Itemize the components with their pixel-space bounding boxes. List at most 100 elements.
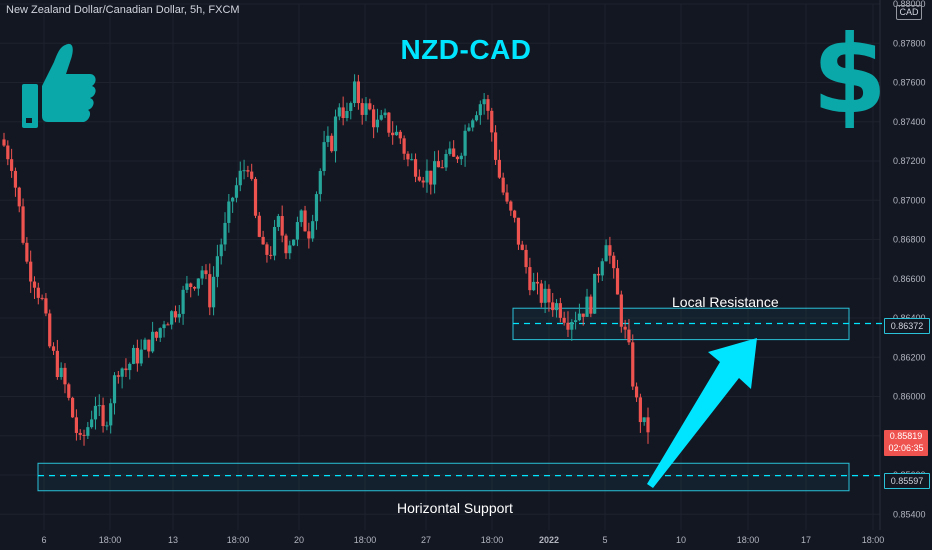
candle-body: [474, 115, 479, 121]
candle-body: [109, 403, 113, 426]
candle-body: [398, 131, 402, 139]
candle-body: [32, 281, 37, 288]
candle-body: [482, 99, 486, 105]
candle-body: [562, 317, 566, 323]
candle-body: [490, 110, 494, 133]
x-tick-label: 18:00: [862, 535, 885, 545]
candle-body: [589, 296, 593, 314]
x-tick-label: 18:00: [99, 535, 122, 545]
candle-body: [604, 245, 608, 262]
candle-body: [303, 210, 307, 232]
y-tick-label: 0.87200: [893, 156, 926, 166]
candle-body: [166, 324, 170, 326]
candle-body: [467, 127, 471, 131]
candle-body: [227, 201, 231, 223]
candle-body: [593, 273, 597, 314]
candle-body: [425, 170, 429, 183]
candle-body: [513, 210, 517, 218]
candle-body: [307, 231, 311, 239]
candle-body: [215, 256, 219, 277]
candle-body: [90, 419, 94, 428]
candle-body: [383, 112, 387, 116]
candle-body: [292, 239, 296, 246]
candle-body: [162, 324, 166, 329]
candle-body: [596, 273, 601, 276]
candle-body: [147, 339, 151, 352]
candle-body: [6, 145, 10, 160]
candle-body: [143, 339, 147, 350]
candle-body: [463, 130, 467, 156]
candle-body: [509, 201, 513, 211]
candle-body: [558, 303, 562, 318]
candle-body: [623, 326, 627, 330]
candle-body: [394, 131, 399, 136]
candle-body: [261, 236, 265, 245]
candle-body: [253, 178, 258, 216]
candle-body: [101, 405, 105, 427]
thumbs-up-icon: [22, 43, 96, 128]
candle-body: [231, 197, 235, 202]
candle-body: [341, 107, 345, 119]
candle-body: [646, 417, 650, 433]
y-tick-label: 0.86600: [893, 274, 926, 284]
candle-body: [532, 281, 536, 291]
candle-body: [600, 261, 604, 276]
candle-body: [318, 171, 322, 195]
candle-body: [67, 384, 71, 398]
local-resistance-label: Local Resistance: [672, 294, 779, 310]
candle-body: [547, 288, 551, 303]
candle-body: [349, 103, 353, 112]
candle-body: [535, 281, 540, 284]
candle-body: [135, 347, 139, 364]
chart-headline: NZD-CAD: [400, 34, 532, 65]
y-tick-label: 0.86200: [893, 352, 926, 362]
candle-body: [2, 139, 6, 146]
candle-body: [51, 346, 56, 351]
candle-body: [551, 302, 555, 311]
candle-body: [573, 320, 578, 323]
candle-body: [192, 286, 197, 289]
candle-body: [570, 322, 574, 330]
candle-body: [242, 170, 246, 172]
candle-body: [406, 153, 410, 160]
candle-body: [116, 375, 120, 377]
candle-body: [170, 311, 174, 325]
candle-body: [250, 171, 254, 179]
candle-body: [36, 287, 40, 298]
currency-badge[interactable]: CAD: [896, 5, 922, 20]
candle-body: [120, 368, 124, 377]
x-tick-label: 18:00: [481, 535, 504, 545]
candle-body: [48, 313, 52, 347]
candle-body: [10, 159, 14, 171]
candle-body: [391, 132, 395, 136]
candle-body: [74, 417, 79, 433]
candle-body: [375, 119, 380, 128]
candle-body: [478, 104, 482, 116]
candle-body: [379, 115, 383, 120]
candle-body: [368, 103, 372, 110]
candle-body: [333, 116, 338, 152]
candle-body: [299, 210, 303, 223]
candle-body: [97, 405, 101, 407]
x-tick-label: 18:00: [227, 535, 250, 545]
y-tick-label: 0.88000: [893, 0, 926, 9]
candle-body: [219, 244, 223, 257]
support-price-tag: 0.85597: [884, 473, 930, 489]
candle-body: [257, 215, 261, 237]
candle-body: [211, 276, 216, 308]
candle-body: [40, 297, 44, 299]
x-tick-label: 17: [801, 535, 811, 545]
y-tick-label: 0.87000: [893, 195, 926, 205]
candle-body: [505, 192, 509, 202]
candle-body: [402, 138, 406, 154]
candle-body: [615, 268, 620, 295]
candle-body: [280, 216, 284, 236]
candle-body: [181, 289, 185, 314]
candle-body: [524, 249, 528, 268]
candle-body: [452, 148, 456, 157]
candle-body: [554, 303, 559, 311]
candle-body: [311, 221, 315, 239]
candle-body: [173, 311, 178, 318]
